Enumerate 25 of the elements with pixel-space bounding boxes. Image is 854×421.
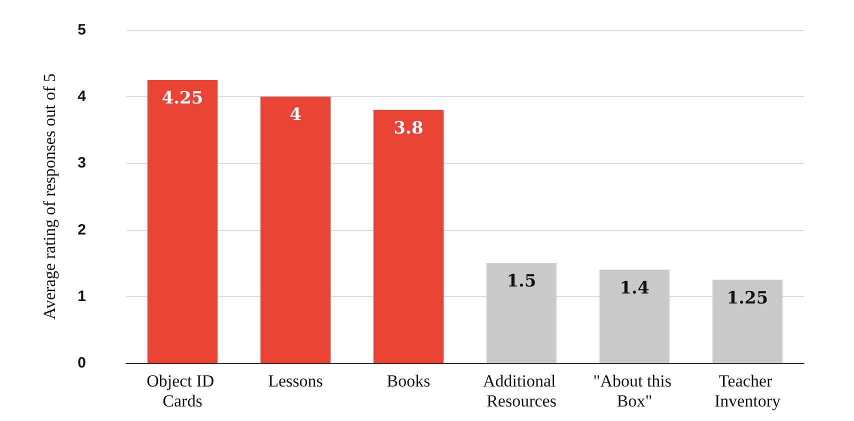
y-tick-label: 2 xyxy=(78,221,86,238)
y-tick-label: 0 xyxy=(78,354,86,372)
bar xyxy=(147,80,218,363)
y-axis-title: Average rating of responses out of 5 xyxy=(40,73,59,320)
data-label: 4 xyxy=(290,105,302,126)
data-label: 1.4 xyxy=(620,278,650,298)
bar xyxy=(260,96,331,363)
data-label: 1.5 xyxy=(506,272,536,292)
x-tick-label: "About this Box" xyxy=(593,372,676,410)
x-tick-label: Books xyxy=(386,372,430,390)
x-tick-label: Lessons xyxy=(268,372,323,390)
bar xyxy=(599,270,670,363)
x-tick-label: Teacher Inventory xyxy=(714,372,782,410)
bar xyxy=(373,110,444,363)
y-tick-label: 1 xyxy=(78,288,86,305)
x-tick-label: Object ID Cards xyxy=(146,372,218,410)
y-tick-label: 4 xyxy=(78,88,87,106)
data-label: 4.25 xyxy=(162,88,204,108)
y-tick-label: 3 xyxy=(78,154,86,172)
data-label: 3.8 xyxy=(394,118,424,138)
data-label: 1.25 xyxy=(726,288,768,308)
bar xyxy=(486,263,557,363)
bar xyxy=(712,280,783,363)
x-tick-label: Additional Resources xyxy=(483,372,560,410)
y-tick-label: 5 xyxy=(78,22,86,38)
